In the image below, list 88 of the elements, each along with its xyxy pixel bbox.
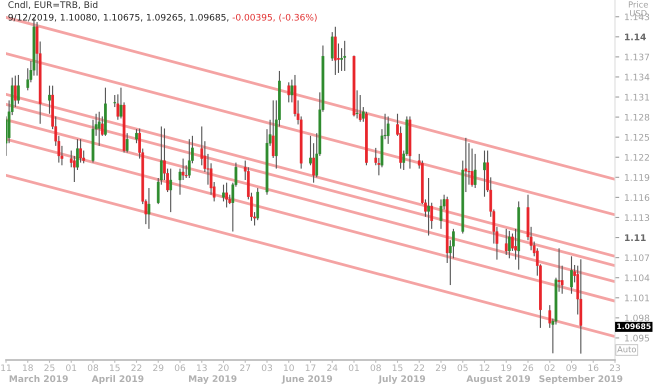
x-tick-label: 11 xyxy=(1,364,11,372)
candlestick xyxy=(290,79,294,103)
candlestick xyxy=(514,228,517,260)
candlestick xyxy=(135,128,138,144)
candlestick xyxy=(558,248,560,292)
candlestick xyxy=(272,100,275,158)
candlestick xyxy=(334,26,337,76)
y-tick-label: 1.098 xyxy=(625,314,650,322)
text: 9/12/2019, 1.10080, 1.10675, 1.09265, 1.09685, xyxy=(8,14,228,22)
x-tick-label: 16 xyxy=(588,364,598,372)
x-tick-label: 01 xyxy=(66,364,76,372)
x-tick-label: 06 xyxy=(174,364,186,372)
candlestick xyxy=(440,198,442,230)
y-tick-label: 1.104 xyxy=(625,274,650,282)
candlestick xyxy=(79,138,82,164)
y-tick-label: 1.14 xyxy=(625,34,646,40)
text: May 2019 xyxy=(188,375,237,384)
candlestick xyxy=(222,184,225,202)
y-tick-label: 1.128 xyxy=(625,114,650,121)
candlestick xyxy=(570,256,573,294)
y-tick-label: 1.119 xyxy=(625,174,650,181)
x-tick-label: 19 xyxy=(502,364,512,372)
x-tick-label: 10 xyxy=(284,364,294,372)
text: April 2019 xyxy=(92,375,144,384)
text: August 2019 xyxy=(466,375,530,384)
candlestick xyxy=(427,177,430,236)
x-tick-label: 22 xyxy=(131,364,142,372)
candlestick xyxy=(225,182,228,208)
y-tick-label: 1.101 xyxy=(625,294,650,302)
x-tick-label: 13 xyxy=(197,364,207,372)
x-tick-label: 12 xyxy=(480,364,490,372)
y-tick-label: 1.116 xyxy=(625,194,650,201)
candlestick xyxy=(169,168,172,213)
candlestick xyxy=(98,111,101,146)
candlestick xyxy=(504,228,508,256)
x-tick-label: 08 xyxy=(88,364,98,372)
text: July 2019 xyxy=(378,375,426,384)
x-tick-label: 23 xyxy=(610,364,620,372)
x-tick-label: 29 xyxy=(436,364,446,372)
candlestick xyxy=(120,87,122,119)
x-tick-label: 29 xyxy=(153,364,164,372)
x-tick-label: 22 xyxy=(414,364,424,372)
y-tick-label: 1.122 xyxy=(625,154,649,161)
candlestick xyxy=(148,187,150,230)
x-tick-label: 18 xyxy=(23,364,33,372)
candlestick xyxy=(126,132,129,154)
y-tick-label: 1.113 xyxy=(625,214,650,222)
x-tick-label: 15 xyxy=(110,364,120,372)
candlestick xyxy=(343,40,346,72)
y-tick-label: 1.095 xyxy=(625,334,650,342)
text: June 2019 xyxy=(282,375,332,384)
x-tick-label: 02 xyxy=(544,364,555,372)
annotation: -0.00395, (-0.36%) xyxy=(232,14,317,22)
x-tick-label: 08 xyxy=(370,364,381,372)
candlestick xyxy=(188,138,191,179)
y-tick-label: 1.11 xyxy=(625,234,646,241)
x-tick-label: 03 xyxy=(262,364,272,372)
candlestick xyxy=(356,90,358,119)
x-tick-label: 15 xyxy=(392,364,402,372)
candlestick xyxy=(386,116,390,144)
y-tick-label: 1.134 xyxy=(625,74,650,81)
candlestick xyxy=(309,135,312,166)
y-tick-label: 1.125 xyxy=(625,134,650,141)
candlestick xyxy=(17,74,20,104)
candlestick xyxy=(182,158,184,181)
chart-title: Cndl, EUR=TRB, Bid xyxy=(8,1,98,9)
x-tick-label: 01 xyxy=(348,364,359,372)
candlestick xyxy=(483,150,486,198)
x-tick-label: 05 xyxy=(458,364,468,372)
y-tick-label: 1.107 xyxy=(625,254,650,262)
candlestick xyxy=(14,75,17,108)
x-tick-label: 20 xyxy=(218,364,229,372)
x-tick-label: 09 xyxy=(566,364,577,372)
text: September 2019 xyxy=(539,375,622,384)
x-tick-label: 17 xyxy=(306,364,316,372)
y-tick-label: 1.131 xyxy=(625,94,650,101)
x-tick-label: 25 xyxy=(44,364,54,372)
y-tick-label: 1.137 xyxy=(625,54,650,60)
candlestick xyxy=(508,230,511,259)
candlestick xyxy=(330,32,334,62)
text: Auto xyxy=(617,346,636,352)
x-tick-label: 26 xyxy=(522,364,534,372)
candlestick xyxy=(287,82,290,103)
candlestick xyxy=(358,94,362,122)
text: March 2019 xyxy=(10,375,68,382)
x-tick-label: 24 xyxy=(327,364,338,372)
candlestick xyxy=(48,85,51,114)
x-tick-label: 27 xyxy=(240,364,250,372)
